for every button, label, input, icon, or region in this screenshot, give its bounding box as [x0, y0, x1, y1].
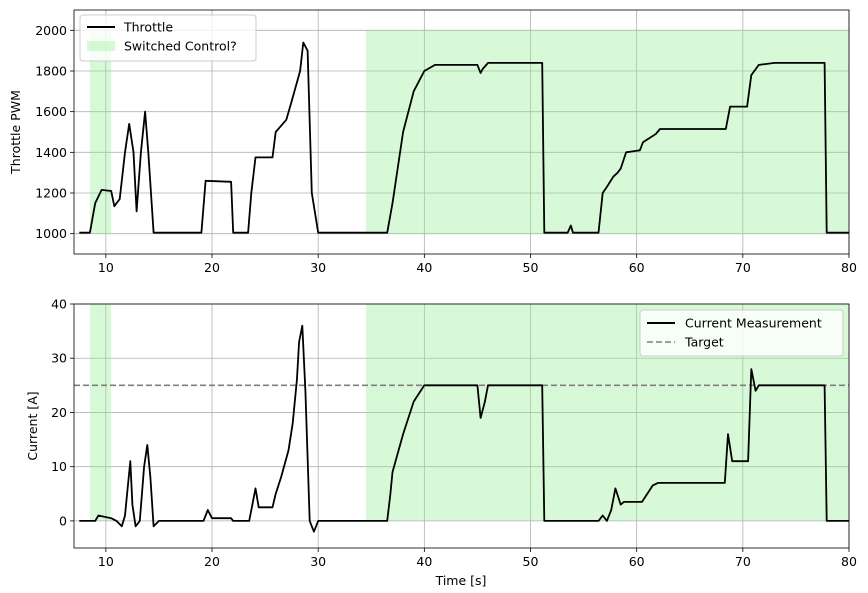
throttle-y-axis-label: Throttle PWM [8, 90, 23, 175]
throttle-x-tick-label: 80 [841, 260, 857, 275]
current-legend-label: Current Measurement [685, 316, 822, 331]
current-x-tick-label: 20 [204, 554, 220, 569]
current-y-tick-label: 40 [51, 297, 67, 312]
switched-control-region [89, 304, 112, 521]
current-x-tick-label: 40 [416, 554, 432, 569]
throttle-y-tick-label: 1400 [35, 145, 67, 160]
switched-control-region [89, 30, 112, 234]
throttle-y-tick-label: 1600 [35, 104, 67, 119]
throttle-series-layer [79, 41, 849, 234]
current-y-tick-label: 20 [51, 405, 67, 420]
throttle-y-tick-label: 1000 [35, 226, 67, 241]
current-x-tick-label: 80 [841, 554, 857, 569]
current-x-tick-label: 10 [98, 554, 114, 569]
switched-control-legend-label: Switched Control? [124, 39, 237, 54]
current-x-tick-label: 70 [735, 554, 751, 569]
throttle-x-tick-label: 60 [629, 260, 645, 275]
throttle-panel: 10 20 30 40 50 60 70 80 1000 1200 1400 1600 1800 2000… [8, 9, 857, 275]
current-x-tick-label: 60 [629, 554, 645, 569]
throttle-y-tick-label: 2000 [35, 23, 67, 38]
current-panel: 10 20 30 40 50 60 70 80 0 10 20 30 40 Current [A] Ti… [25, 297, 857, 589]
throttle-series-line [79, 41, 849, 234]
throttle-x-tick-label: 30 [310, 260, 326, 275]
current-ticks: 10 20 30 40 50 60 70 80 0 10 20 30 40 [51, 297, 857, 570]
throttle-legend: Throttle Switched Control? [79, 14, 257, 62]
current-x-tick-label: 50 [523, 554, 539, 569]
x-axis-label: Time [s] [435, 573, 487, 588]
current-y-tick-label: 30 [51, 351, 67, 366]
throttle-ticks: 10 20 30 40 50 60 70 80 1000 1200 1400 1600 1800 2000 [35, 23, 857, 275]
switched-control-region [365, 30, 849, 234]
throttle-legend-label: Throttle [123, 20, 173, 35]
current-y-tick-label: 10 [51, 459, 67, 474]
throttle-x-tick-label: 70 [735, 260, 751, 275]
throttle-y-tick-label: 1800 [35, 64, 67, 79]
throttle-x-tick-label: 50 [523, 260, 539, 275]
throttle-x-tick-label: 40 [416, 260, 432, 275]
current-series-line [79, 324, 849, 533]
current-axes-frame [73, 303, 850, 549]
current-x-tick-label: 30 [310, 554, 326, 569]
current-legend: Current Measurement Target [639, 309, 844, 357]
target-legend-label: Target [684, 335, 724, 350]
throttle-x-tick-label: 20 [204, 260, 220, 275]
current-y-axis-label: Current [A] [25, 391, 40, 460]
current-series-layer [79, 324, 849, 533]
throttle-legend-box [79, 14, 257, 62]
current-legend-box [639, 309, 844, 357]
throttle-axes-frame [73, 9, 850, 255]
throttle-y-tick-label: 1200 [35, 186, 67, 201]
switched-control-legend-swatch [87, 41, 115, 51]
current-y-tick-label: 0 [59, 513, 67, 528]
throttle-x-tick-label: 10 [98, 260, 114, 275]
